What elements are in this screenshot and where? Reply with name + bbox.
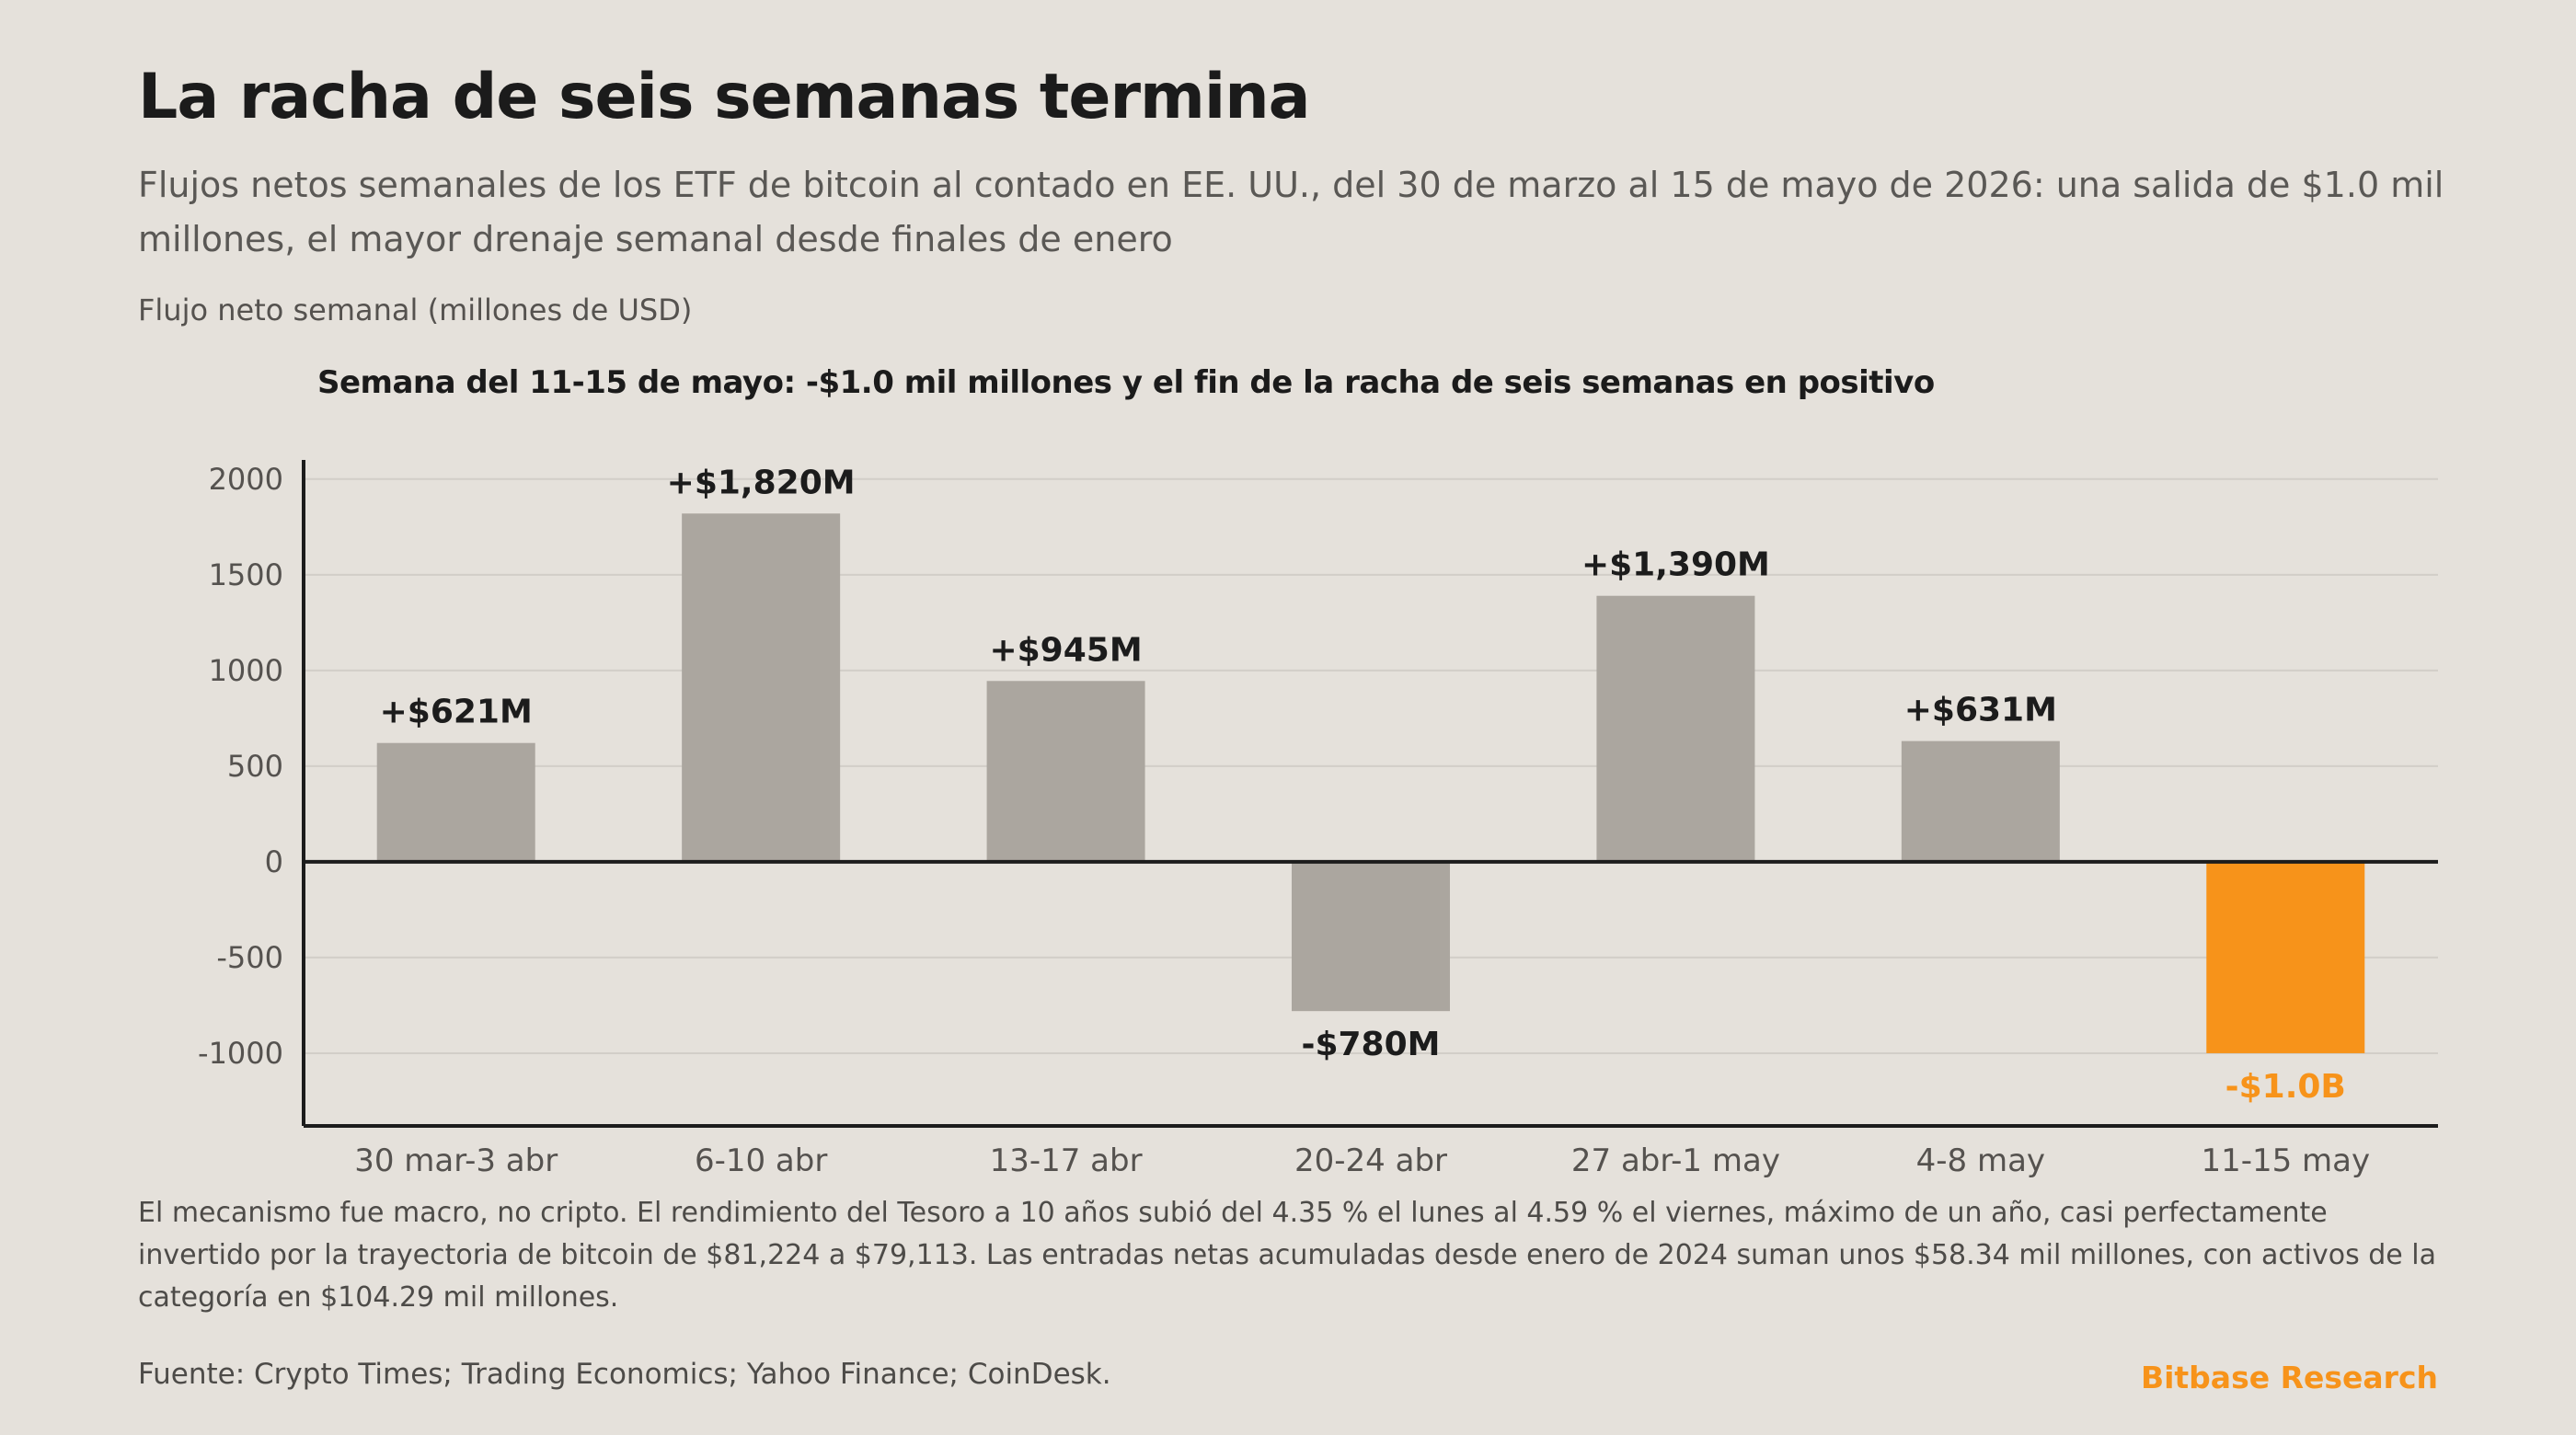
x-tick-label: 27 abr-1 may	[1571, 1142, 1780, 1179]
source-note: Fuente: Crypto Times; Trading Economics;…	[138, 1358, 1111, 1391]
x-tick-label: 20-24 abr	[1294, 1142, 1447, 1179]
y-tick-label: 1000	[209, 653, 283, 688]
bar	[1596, 595, 1755, 862]
chart-title: La racha de seis semanas termina	[138, 61, 1311, 133]
y-axis-title: Flujo neto semanal (millones de USD)	[138, 293, 693, 327]
bar	[2206, 861, 2365, 1053]
y-tick-label: 0	[265, 844, 283, 879]
data-label: +$1,390M	[1581, 546, 1770, 584]
data-label: +$631M	[1904, 692, 2057, 729]
chart-subtitle: Flujos netos semanales de los ETF de bit…	[138, 165, 2444, 259]
data-label: -$1.0B	[2225, 1068, 2346, 1106]
data-label: -$780M	[1302, 1026, 1441, 1063]
y-tick-label: -1000	[198, 1036, 283, 1071]
bar	[986, 681, 1145, 862]
footnote: El mecanismo fue macro, no cripto. El re…	[138, 1197, 2436, 1314]
bar	[682, 513, 841, 862]
x-tick-label: 11-15 may	[2201, 1142, 2370, 1179]
chart-annotation: Semana del 11-15 de mayo: -$1.0 mil mill…	[317, 364, 1935, 401]
bar	[376, 742, 535, 862]
x-tick-label: 30 mar-3 abr	[354, 1142, 558, 1179]
x-tick-label: 13-17 abr	[990, 1142, 1143, 1179]
y-tick-label: -500	[216, 940, 283, 975]
data-label: +$945M	[989, 631, 1142, 669]
y-tick-label: 1500	[209, 557, 283, 592]
data-label: +$621M	[380, 694, 533, 731]
x-tick-label: 6-10 abr	[695, 1142, 827, 1179]
x-tick-label: 4-8 may	[1916, 1142, 2045, 1179]
bar	[1292, 861, 1450, 1012]
data-label: +$1,820M	[667, 464, 856, 501]
y-tick-label: 500	[227, 749, 283, 784]
bar	[1901, 740, 2060, 862]
brand-logo: Bitbase Research	[2140, 1360, 2438, 1395]
y-tick-label: 2000	[209, 462, 283, 497]
